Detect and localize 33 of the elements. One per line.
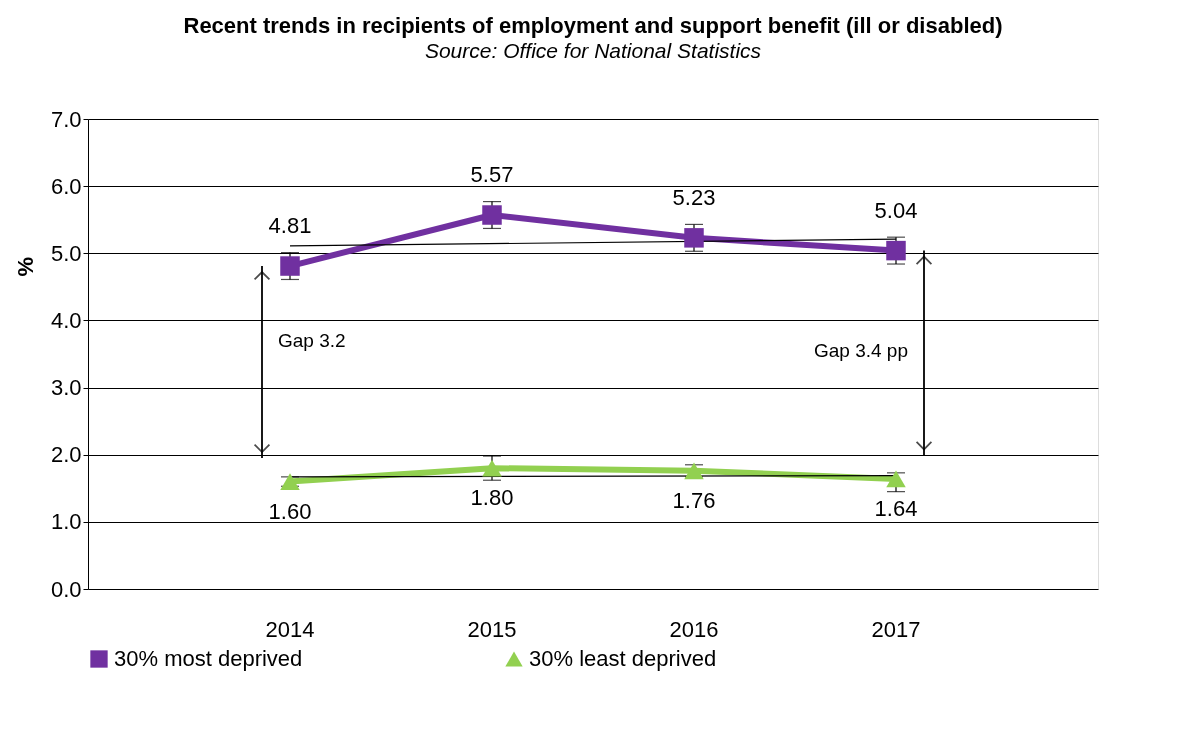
y-tick-label: 2.0 xyxy=(50,442,82,468)
legend-label: 30% least deprived xyxy=(529,646,717,671)
x-tick-label: 2016 xyxy=(669,616,719,642)
point xyxy=(280,256,300,276)
y-tick-label: 5.0 xyxy=(50,240,82,266)
data-label: 5.23 xyxy=(672,184,716,210)
data-label: 1.76 xyxy=(672,487,716,513)
y-axis-title: % xyxy=(13,256,38,277)
chart-subtitle: Source: Office for National Statistics xyxy=(424,39,762,62)
point xyxy=(482,205,502,225)
y-tick-label: 0.0 xyxy=(50,576,82,602)
point xyxy=(482,459,502,477)
data-label: 5.04 xyxy=(874,197,918,223)
chart-title: Recent trends in recipients of employment and support benefit (ill or disabled) xyxy=(183,13,1003,38)
point xyxy=(280,473,300,491)
y-tick-label: 4.0 xyxy=(50,307,82,333)
point xyxy=(684,228,704,248)
y-tick-label: 7.0 xyxy=(50,106,82,132)
legend-label: 30% most deprived xyxy=(114,646,303,671)
point xyxy=(886,470,906,488)
data-label: 4.81 xyxy=(268,213,312,239)
y-tick-label: 3.0 xyxy=(50,375,82,401)
annotation: Gap 3.4 pp xyxy=(813,339,908,361)
data-label: 1.80 xyxy=(470,485,514,511)
y-tick-label: 6.0 xyxy=(50,173,82,199)
data-label: 1.60 xyxy=(268,498,312,524)
x-tick-label: 2015 xyxy=(467,616,517,642)
annotation: Gap 3.2 xyxy=(278,329,346,351)
y-tick-label: 1.0 xyxy=(50,509,82,535)
data-label: 5.57 xyxy=(470,162,514,188)
x-tick-label: 2017 xyxy=(871,616,921,642)
x-tick-label: 2014 xyxy=(265,616,315,642)
data-label: 1.64 xyxy=(874,495,918,521)
